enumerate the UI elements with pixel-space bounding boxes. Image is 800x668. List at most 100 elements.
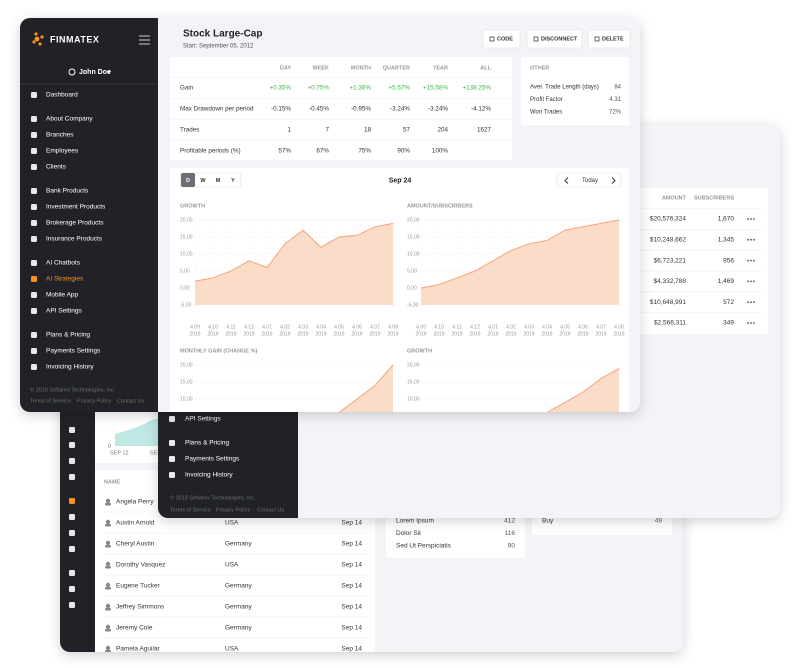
menu-item[interactable]: Plans & Pricing — [46, 332, 90, 339]
stats-cell: 67% — [316, 148, 329, 155]
list-label: Dolor Sit — [396, 530, 421, 537]
y-tick-label: -5,00 — [180, 302, 192, 308]
x-tick-label: 2019 — [523, 331, 534, 337]
menu-item[interactable]: Bank Products — [46, 188, 89, 195]
mini-chart-xtick: SEP — [150, 450, 161, 456]
period-tab[interactable]: W — [200, 178, 206, 184]
menu-item[interactable]: Clients — [46, 164, 67, 171]
y-tick-label: 20,00 — [407, 217, 420, 223]
menu-item[interactable]: Dashboard — [46, 92, 78, 99]
x-tick-label: 2019 — [613, 331, 624, 337]
footer-link[interactable]: Terms of Service — [30, 398, 71, 404]
y-tick-label: 15,00 — [407, 379, 420, 385]
more-dot — [750, 322, 752, 324]
list-value: 116 — [505, 530, 516, 537]
footer-link[interactable]: Privacy Policy — [216, 507, 250, 513]
x-tick-label: 2019 — [415, 331, 426, 337]
area-line — [194, 222, 394, 282]
more-dot — [753, 322, 755, 324]
menu-item[interactable]: Employees — [46, 148, 79, 155]
nav-prev[interactable] — [564, 177, 569, 184]
y-tick-label: 10,00 — [407, 251, 420, 257]
y-tick-label: 20,00 — [180, 362, 193, 368]
menu-icon — [69, 498, 75, 504]
mini-chart-xtick: SEP 12 — [110, 450, 129, 456]
menu-item[interactable]: AI Strategies — [46, 276, 84, 283]
button-label[interactable]: CODE — [497, 36, 513, 42]
x-tick-label: 2019 — [595, 331, 606, 337]
menu-item[interactable]: AI Chatbots — [46, 260, 81, 267]
menu-item[interactable]: Payments Settings — [185, 456, 240, 463]
person-country: USA — [225, 646, 239, 653]
x-tick-label: 4.02 — [280, 324, 290, 330]
menu-item[interactable]: Insurance Products — [46, 236, 103, 243]
person-country: Germany — [225, 541, 252, 548]
menu-icon — [31, 260, 37, 266]
menu-item[interactable]: Branches — [46, 132, 74, 139]
menu-item[interactable]: API Settings — [185, 416, 222, 423]
y-tick-label: 10,00 — [407, 396, 420, 402]
menu-icon — [31, 92, 37, 98]
y-tick-label: 10,00 — [180, 251, 193, 257]
menu-item[interactable]: Payments Settings — [46, 348, 101, 355]
stats-header: ALL — [480, 65, 491, 71]
menu-item[interactable]: About Company — [46, 116, 93, 123]
period-tabs — [179, 172, 242, 188]
more-dot — [750, 218, 752, 220]
table-cell: 1,345 — [718, 237, 735, 244]
x-tick-label: 4.03 — [298, 324, 308, 330]
button-label[interactable]: DELETE — [602, 36, 624, 42]
today-button[interactable]: Today — [582, 178, 598, 184]
period-tab[interactable]: Y — [231, 178, 235, 184]
menu-item[interactable]: Mobile App — [46, 292, 79, 299]
stats-cell: +15.58% — [423, 85, 448, 92]
stats-cell: -0.15% — [271, 106, 291, 113]
person-name: Eugene Tucker — [116, 583, 161, 590]
footer-link[interactable]: Contact Us — [117, 398, 144, 404]
footer-link[interactable]: Contact Us — [257, 507, 284, 513]
x-tick-label: 4.09 — [416, 324, 426, 330]
button[interactable] — [526, 29, 583, 49]
person-date: Sep 14 — [341, 520, 362, 527]
footer-link[interactable]: Privacy Policy — [77, 398, 111, 404]
nav-next[interactable] — [611, 177, 616, 184]
menu-item[interactable]: Plans & Pricing — [185, 440, 229, 447]
period-tab[interactable]: D — [186, 178, 190, 184]
other-label: Won Trades — [530, 110, 562, 116]
footer-link[interactable]: Terms of Service — [170, 507, 211, 513]
x-tick-label: 2019 — [433, 331, 444, 337]
list-label: Lorem Ipsum — [396, 518, 434, 525]
menu-icon — [31, 148, 37, 154]
person-date: Sep 14 — [341, 541, 362, 548]
table-cell: 1,670 — [718, 216, 735, 223]
chart-title: GROWTH — [407, 348, 432, 354]
stats-cell: 57 — [403, 127, 411, 134]
stats-header: YEAR — [433, 65, 448, 71]
x-tick-label: 4.06 — [352, 324, 362, 330]
current-date: Sep 24 — [389, 177, 412, 184]
person-date: Sep 14 — [341, 646, 362, 653]
menu-item[interactable]: API Settings — [46, 308, 83, 315]
menu-icon — [69, 427, 75, 433]
menu-icon — [31, 292, 37, 298]
menu-item[interactable]: Brokerage Products — [46, 220, 104, 227]
menu-icon — [31, 116, 37, 122]
menu-item[interactable]: Investment Products — [46, 204, 106, 211]
menu-item[interactable]: Invoicing History — [185, 472, 233, 479]
menu-icon — [31, 308, 37, 314]
button-label[interactable]: DISCONNECT — [541, 36, 578, 42]
person-country: Germany — [225, 583, 252, 590]
more-dot — [750, 259, 752, 262]
nav-group[interactable] — [556, 172, 622, 188]
stats-cell: 1627 — [477, 127, 492, 134]
button[interactable] — [587, 29, 631, 49]
user-name[interactable]: John Doe — [79, 69, 111, 76]
sidebar — [60, 390, 95, 652]
person-country: USA — [225, 520, 239, 527]
button[interactable] — [482, 29, 521, 49]
menu-item[interactable]: Invoicing History — [46, 364, 94, 371]
period-tab[interactable]: M — [216, 178, 221, 184]
mini-chart-ytick: 0 — [108, 443, 111, 449]
